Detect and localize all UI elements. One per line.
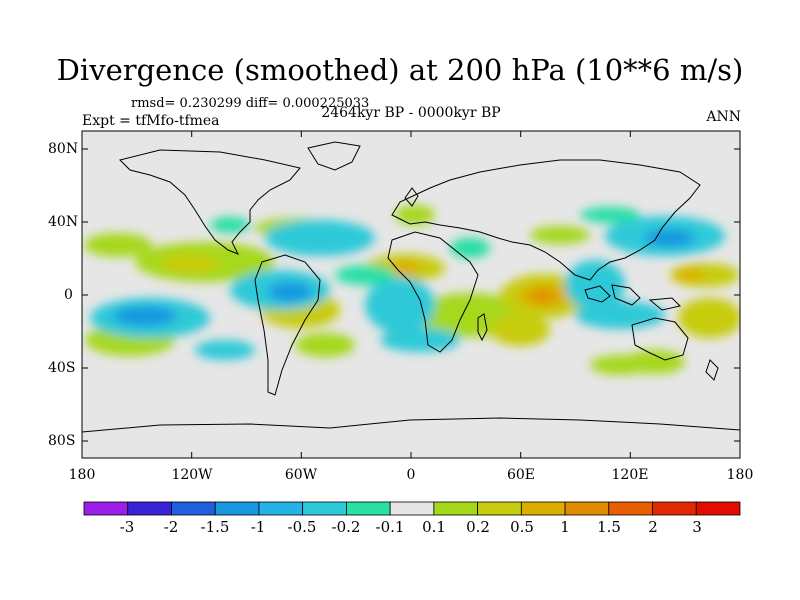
y-tick-label: 80N <box>48 141 79 157</box>
colorbar-label: -1 <box>250 518 266 536</box>
colorbar-swatch <box>258 501 304 516</box>
x-tick-label: 60W <box>284 467 318 483</box>
stats-line: rmsd= 0.230299 diff= 0.000225033 <box>131 96 370 111</box>
colorbar-swatch <box>345 501 391 516</box>
colorbar-swatch <box>652 501 697 516</box>
colorbar-label: -1.5 <box>200 518 230 536</box>
colorbar-label: -2 <box>163 518 179 536</box>
x-tick-label: 120E <box>611 467 649 483</box>
colorbar-swatch <box>214 501 260 516</box>
y-tick-label: 0 <box>64 287 73 303</box>
y-tick-label: 40S <box>48 360 76 376</box>
colorbar-label: 3 <box>692 518 702 536</box>
y-tick-label: 80S <box>48 433 76 449</box>
colorbar-label: -0.5 <box>287 518 317 536</box>
colorbar-swatch <box>83 501 129 516</box>
y-tick-marks <box>82 148 740 442</box>
colorbar-label: -0.1 <box>375 518 405 536</box>
coastlines <box>82 141 740 433</box>
colorbar-label: -3 <box>119 518 135 536</box>
y-tick-label: 40N <box>48 214 79 230</box>
x-tick-marks <box>81 131 741 458</box>
period-label: 2464kyr BP - 0000kyr BP <box>321 105 501 121</box>
colorbar-swatch <box>302 501 347 516</box>
colorbar-swatch <box>433 501 479 516</box>
colorbar-swatch <box>389 501 435 516</box>
colorbar-swatch <box>520 501 566 516</box>
colorbar-swatch <box>608 501 653 516</box>
colorbar-label: -0.2 <box>331 518 361 536</box>
x-tick-label: 0 <box>406 467 416 483</box>
divergence-field <box>84 205 740 375</box>
x-tick-label: 180 <box>726 467 754 483</box>
x-tick-label: 120W <box>171 467 213 483</box>
map-title: Divergence (smoothed) at 200 hPa (10**6 … <box>56 53 744 87</box>
colorbar-label: 0.5 <box>510 518 534 536</box>
colorbar-swatch <box>477 501 522 516</box>
x-tick-label: 60E <box>506 467 536 483</box>
colorbar-label: 0.2 <box>466 518 490 536</box>
colorbar-swatch <box>564 501 610 516</box>
colorbar-swatch <box>695 501 741 516</box>
colorbar-label: 0.1 <box>422 518 446 536</box>
colorbar <box>83 501 741 516</box>
experiment-label: Expt = tfMfo-tfmea <box>82 113 220 129</box>
colorbar-label: 1 <box>560 518 570 536</box>
season-label: ANN <box>706 109 741 125</box>
x-tick-label: 180 <box>68 467 96 483</box>
colorbar-swatch <box>171 501 216 516</box>
colorbar-label: 2 <box>648 518 658 536</box>
colorbar-label: 1.5 <box>597 518 621 536</box>
colorbar-swatch <box>127 501 172 516</box>
